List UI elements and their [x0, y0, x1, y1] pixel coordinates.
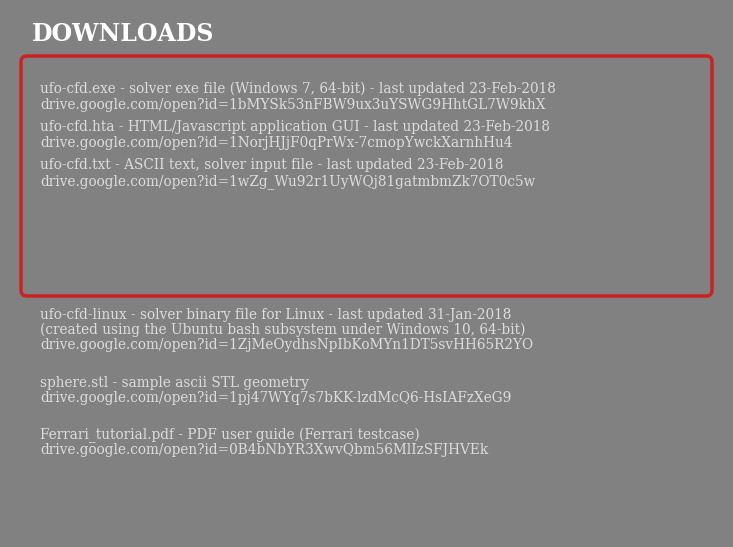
Text: ufo-cfd-linux - solver binary file for Linux - last updated 31-Jan-2018: ufo-cfd-linux - solver binary file for L… — [40, 308, 512, 322]
Text: (created using the Ubuntu bash subsystem under Windows 10, 64-bit): (created using the Ubuntu bash subsystem… — [40, 323, 526, 337]
Text: DOWNLOADS: DOWNLOADS — [32, 22, 214, 46]
Text: ufo-cfd.txt - ASCII text, solver input file - last updated 23-Feb-2018: ufo-cfd.txt - ASCII text, solver input f… — [40, 158, 504, 172]
Text: ufo-cfd.exe - solver exe file (Windows 7, 64-bit) - last updated 23-Feb-2018: ufo-cfd.exe - solver exe file (Windows 7… — [40, 82, 556, 96]
Text: Ferrari_tutorial.pdf - PDF user guide (Ferrari testcase): Ferrari_tutorial.pdf - PDF user guide (F… — [40, 428, 420, 443]
FancyBboxPatch shape — [21, 56, 712, 296]
Text: drive.google.com/open?id=1wZg_Wu92r1UyWQj81gatmbmZk7OT0c5w: drive.google.com/open?id=1wZg_Wu92r1UyWQ… — [40, 174, 535, 189]
Text: drive.google.com/open?id=1pj47WYq7s7bKK-lzdMcQ6-HsIAFzXeG9: drive.google.com/open?id=1pj47WYq7s7bKK-… — [40, 391, 512, 405]
Text: sphere.stl - sample ascii STL geometry: sphere.stl - sample ascii STL geometry — [40, 376, 309, 390]
Text: drive.google.com/open?id=1ZjMeOydhsNpIbKoMYn1DT5svHH65R2YO: drive.google.com/open?id=1ZjMeOydhsNpIbK… — [40, 338, 533, 352]
Text: drive.google.com/open?id=0B4bNbYR3XwvQbm56MlIzSFJHVEk: drive.google.com/open?id=0B4bNbYR3XwvQbm… — [40, 443, 488, 457]
Text: drive.google.com/open?id=1bMYSk53nFBW9ux3uYSWG9HhtGL7W9khX: drive.google.com/open?id=1bMYSk53nFBW9ux… — [40, 98, 545, 112]
Text: ufo-cfd.hta - HTML/Javascript application GUI - last updated 23-Feb-2018: ufo-cfd.hta - HTML/Javascript applicatio… — [40, 120, 550, 134]
Text: drive.google.com/open?id=1NorjHJjF0qPrWx-7cmopYwckXarnhHu4: drive.google.com/open?id=1NorjHJjF0qPrWx… — [40, 136, 512, 150]
